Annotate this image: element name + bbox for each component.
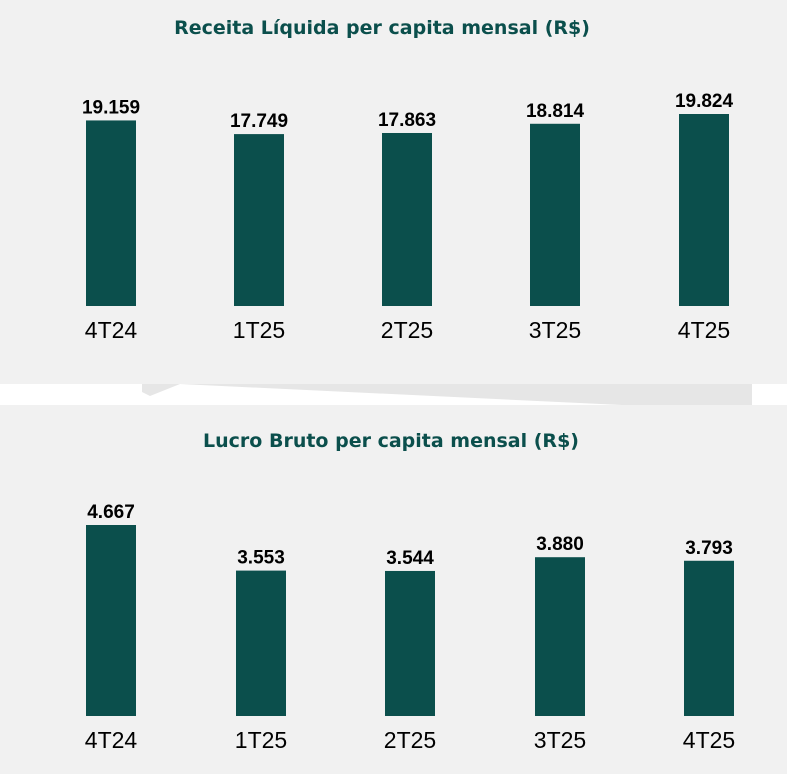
category-label: 3T25: [534, 727, 586, 753]
bar-1t25: [234, 134, 284, 306]
bars-group: 4.667 4T24 3.553 1T25 3.544 2T25 3.880 3T25 3.79…: [85, 502, 735, 753]
divider-decoration: [142, 384, 752, 405]
category-label: 4T24: [85, 317, 138, 343]
bar-2t25: [385, 570, 435, 716]
category-label: 4T25: [683, 727, 735, 753]
bar-3t25: [530, 123, 580, 307]
category-label: 2T25: [384, 727, 436, 753]
value-label: 3.880: [536, 534, 584, 555]
value-label: 3.544: [386, 548, 434, 569]
bar-2t25: [382, 132, 432, 306]
chart-title: Lucro Bruto per capita mensal (R$): [203, 430, 579, 452]
value-label: 19.159: [82, 97, 140, 118]
gross-profit-chart-panel: Lucro Bruto per capita mensal (R$) 4.667…: [0, 405, 787, 774]
bars-group: 19.159 4T24 17.749 1T25 17.863 2T25 18.814 3T25…: [82, 91, 734, 343]
category-label: 3T25: [529, 317, 581, 343]
value-label: 3.553: [237, 548, 285, 569]
value-label: 3.793: [685, 538, 733, 559]
value-label: 17.863: [378, 110, 436, 131]
bar-4t25: [679, 114, 729, 306]
category-label: 4T25: [678, 317, 730, 343]
category-label: 1T25: [235, 727, 287, 753]
revenue-chart: Receita Líquida per capita mensal (R$) 1…: [82, 17, 734, 343]
value-label: 17.749: [230, 111, 288, 132]
bar-3t25: [535, 557, 585, 716]
value-label: 19.824: [675, 91, 734, 112]
chart-title: Receita Líquida per capita mensal (R$): [174, 17, 590, 39]
bar-4t24: [86, 525, 136, 716]
category-label: 2T25: [381, 317, 433, 343]
value-label: 18.814: [526, 101, 585, 122]
category-label: 1T25: [233, 317, 285, 343]
value-label: 4.667: [87, 502, 135, 523]
bar-4t25: [684, 560, 734, 716]
revenue-chart-panel: Receita Líquida per capita mensal (R$) 1…: [0, 0, 787, 384]
bar-4t24: [86, 120, 136, 307]
gross-profit-chart: Lucro Bruto per capita mensal (R$) 4.667…: [85, 430, 735, 753]
bar-1t25: [236, 570, 286, 716]
category-label: 4T24: [85, 727, 138, 753]
